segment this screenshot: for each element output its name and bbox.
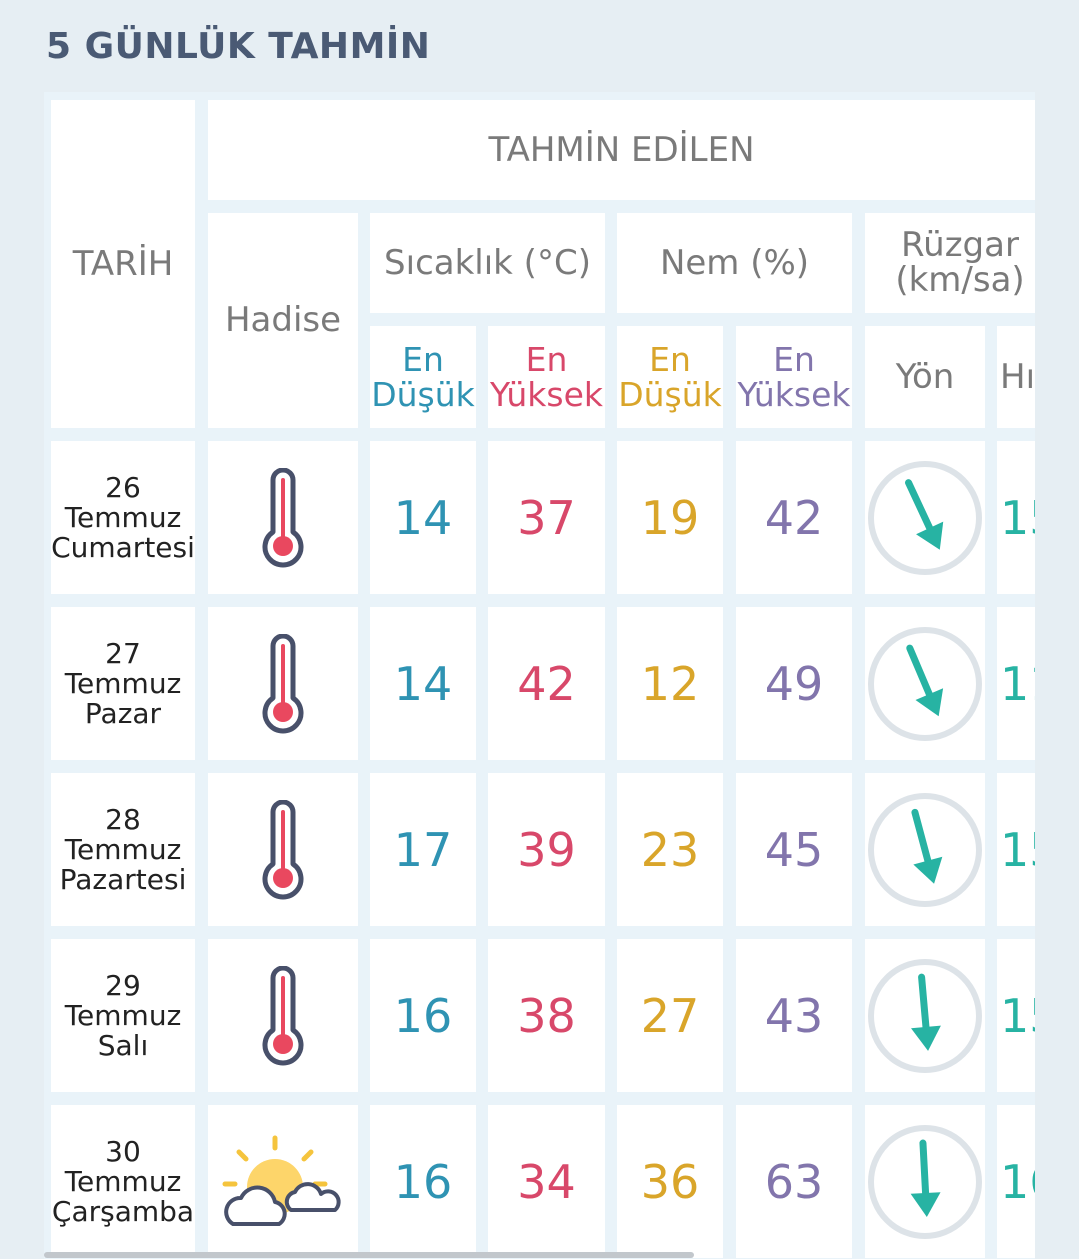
humidity-min: 19: [617, 441, 723, 594]
header-wind-speed: Hı: [997, 326, 1035, 428]
date-weekday: Salı: [97, 1028, 149, 1062]
temp-min: 17: [370, 773, 476, 926]
date-day: 28: [105, 802, 141, 836]
date-cell: 30 Temmuz Çarşamba: [51, 1105, 195, 1258]
header-tahmin-edilen: TAHMİN EDİLEN: [208, 100, 1035, 200]
wind-direction-cell: [865, 939, 985, 1092]
humidity-min: 27: [617, 939, 723, 1092]
date-cell: 26 Temmuz Cumartesi: [51, 441, 195, 594]
header-wind-direction: Yön: [865, 326, 985, 428]
date-weekday: Cumartesi: [51, 530, 195, 564]
date-month: Temmuz: [64, 832, 182, 866]
date-day: 27: [105, 636, 141, 670]
weather-cell: [208, 773, 358, 926]
humidity-max: 45: [736, 773, 852, 926]
weather-cell: [208, 939, 358, 1092]
temp-min: 16: [370, 939, 476, 1092]
page-title: 5 GÜNLÜK TAHMİN: [46, 26, 431, 67]
weather-cell: [208, 607, 358, 760]
header-sicaklik: Sıcaklık (°C): [370, 213, 605, 313]
humidity-max: 42: [736, 441, 852, 594]
date-weekday: Pazar: [84, 696, 162, 730]
temp-max: 34: [488, 1105, 605, 1258]
humidity-max: 63: [736, 1105, 852, 1258]
header-humidity-min: En Düşük: [617, 326, 723, 428]
wind-direction-cell: [865, 607, 985, 760]
wind-speed: 11: [997, 607, 1035, 760]
date-day: 26: [105, 470, 141, 504]
wind-direction-arrow-icon: [866, 957, 984, 1075]
thermometer-icon: [259, 467, 307, 568]
temp-max: 39: [488, 773, 605, 926]
wind-direction-arrow-icon: [866, 791, 984, 909]
forecast-table[interactable]: TARİH TAHMİN EDİLEN Hadise Sıcaklık (°C)…: [44, 92, 1035, 1259]
temp-min: 16: [370, 1105, 476, 1258]
header-nem: Nem (%): [617, 213, 852, 313]
humidity-min: 23: [617, 773, 723, 926]
wind-direction-arrow-icon: [866, 1123, 984, 1241]
date-month: Temmuz: [64, 1164, 182, 1198]
wind-speed: 15: [997, 441, 1035, 594]
date-cell: 29 Temmuz Salı: [51, 939, 195, 1092]
wind-direction-cell: [865, 773, 985, 926]
humidity-min: 12: [617, 607, 723, 760]
thermometer-icon: [259, 799, 307, 900]
temp-max: 37: [488, 441, 605, 594]
thermometer-icon: [259, 965, 307, 1066]
date-weekday: Pazartesi: [59, 862, 187, 896]
horizontal-scrollbar[interactable]: [44, 1252, 694, 1258]
date-cell: 28 Temmuz Pazartesi: [51, 773, 195, 926]
date-month: Temmuz: [64, 666, 182, 700]
wind-direction-arrow-icon: [866, 459, 984, 577]
humidity-min: 36: [617, 1105, 723, 1258]
temp-min: 14: [370, 441, 476, 594]
wind-speed: 15: [997, 939, 1035, 1092]
date-day: 29: [105, 968, 141, 1002]
wind-direction-cell: [865, 441, 985, 594]
header-ruzgar: Rüzgar (km/sa): [865, 213, 1035, 313]
header-hadise: Hadise: [208, 213, 358, 428]
wind-speed: 16: [997, 1105, 1035, 1258]
temp-max: 42: [488, 607, 605, 760]
date-day: 30: [105, 1134, 141, 1168]
humidity-max: 43: [736, 939, 852, 1092]
date-weekday: Çarşamba: [51, 1194, 195, 1228]
wind-direction-cell: [865, 1105, 985, 1258]
wind-speed: 15: [997, 773, 1035, 926]
thermometer-icon: [259, 633, 307, 734]
date-month: Temmuz: [64, 500, 182, 534]
temp-min: 14: [370, 607, 476, 760]
wind-direction-arrow-icon: [866, 625, 984, 743]
humidity-max: 49: [736, 607, 852, 760]
date-month: Temmuz: [64, 998, 182, 1032]
header-humidity-max: En Yüksek: [736, 326, 852, 428]
header-temp-max: En Yüksek: [488, 326, 605, 428]
temp-max: 38: [488, 939, 605, 1092]
date-cell: 27 Temmuz Pazar: [51, 607, 195, 760]
weather-cell: [208, 1105, 358, 1258]
partly-cloudy-icon: [219, 1132, 347, 1232]
weather-cell: [208, 441, 358, 594]
header-tarih: TARİH: [51, 100, 195, 428]
header-temp-min: En Düşük: [370, 326, 476, 428]
